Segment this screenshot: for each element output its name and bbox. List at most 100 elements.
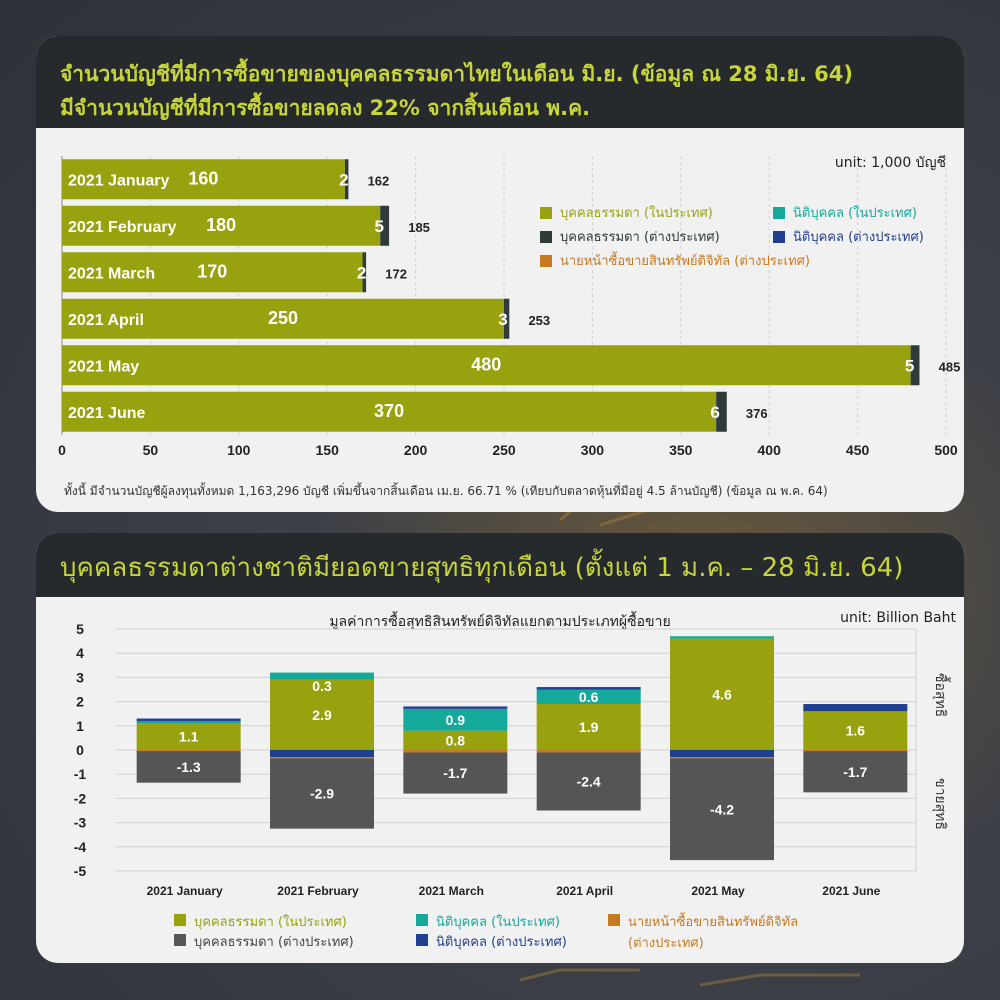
y-tick-label: 3 [76, 669, 84, 685]
category-label: 2021 April [556, 884, 613, 898]
bar-segment [62, 159, 345, 200]
legend-item: นายหน้าซื้อขายสินทรัพย์ดิจิทัล (ต่างประเท… [608, 911, 798, 953]
bar-segment [62, 252, 363, 293]
bar-value-label: 6 [710, 403, 719, 422]
column-segment [536, 750, 641, 753]
column-value-label: 1.6 [846, 723, 866, 739]
bar-value-label: 160 [188, 168, 218, 188]
net-buy-chart: 5 4 3 2 1 0 -1 -2 -3 -4 -5 1.1 -1.3 2021 January 2.9 0.… [74, 621, 917, 898]
bar-total-label: 376 [746, 406, 768, 421]
x-tick-label: 200 [404, 442, 428, 458]
legend-item: บุคคลธรรมดา (ต่างประเทศ) [540, 226, 720, 247]
bar-value-label: 170 [197, 261, 227, 281]
x-tick-label: 150 [316, 442, 340, 458]
x-tick-label: 50 [143, 442, 159, 458]
legend-swatch [416, 914, 428, 926]
bar-value-label: 370 [374, 401, 404, 421]
column-segment [136, 720, 241, 724]
legend-label: นิติบุคคล (ในประเทศ) [436, 915, 560, 930]
column-value-label: 1.1 [179, 729, 199, 745]
legend-item: นิติบุคคล (ต่างประเทศ) [773, 226, 924, 247]
column-segment [403, 708, 508, 731]
y-tick-label: 1 [76, 718, 84, 734]
column-value-label: 2.9 [312, 707, 332, 723]
bar-segment [504, 298, 510, 339]
category-label: 2021 June [68, 405, 145, 422]
bar-segment [380, 205, 390, 246]
bar-value-label: 180 [206, 215, 236, 235]
legend-label: นิติบุคคล (ต่างประเทศ) [793, 230, 924, 245]
bar-total-label: 485 [939, 359, 961, 374]
bar-total-label: 162 [368, 173, 390, 188]
x-tick-label: 250 [492, 442, 516, 458]
top-unit: unit: 1,000 บัญชี [834, 155, 946, 171]
category-label: 2021 June [822, 884, 880, 898]
bar-total-label: 185 [408, 220, 430, 235]
legend-label: บุคคลธรรมดา (ต่างประเทศ) [560, 230, 720, 245]
bar-segment [62, 345, 911, 386]
top-footnote: ทั้งนี้ มีจำนวนบัญชีผู้ลงทุนทั้งหมด 1,16… [64, 484, 828, 498]
column-value-label: 1.9 [579, 719, 599, 735]
legend-item: บุคคลธรรมดา (ในประเทศ) [540, 202, 713, 223]
column-segment [536, 704, 641, 750]
category-label: 2021 February [277, 884, 359, 898]
column-segment [536, 752, 641, 811]
column-value-label: -4.2 [710, 801, 734, 817]
legend-label: นายหน้าซื้อขายสินทรัพย์ดิจิทัล (ต่างประเท… [628, 915, 799, 951]
bar-segment [910, 345, 920, 386]
column-segment [403, 730, 508, 750]
x-tick-label: 450 [846, 442, 870, 458]
category-label: 2021 May [691, 884, 745, 898]
bar-segment [62, 391, 717, 432]
legend-swatch [773, 230, 785, 243]
column-value-label: 4.6 [712, 686, 732, 702]
column-segment [536, 687, 641, 690]
column-value-label: -1.7 [843, 764, 867, 780]
y-tick-label: 2 [76, 694, 84, 710]
bar-value-label: 5 [905, 356, 914, 375]
bar-value-label: 2 [357, 263, 366, 282]
column-segment [136, 750, 241, 752]
column-value-label: 0.9 [446, 712, 466, 728]
legend-item: นิติบุคคล (ในประเทศ) [416, 911, 560, 932]
column-value-label: -1.7 [443, 765, 467, 781]
y-tick-label: -5 [74, 863, 87, 879]
y-tick-label: 5 [76, 621, 84, 637]
top-legend: บุคคลธรรมดา (ในประเทศ) นิติบุคคล (ในประเท… [36, 36, 964, 512]
column-segment [670, 636, 774, 639]
bar-value-label: 250 [268, 308, 298, 328]
column-segment [136, 718, 241, 721]
top-title-line1: จำนวนบัญชีที่มีการซื้อขายของบุคคลธรรมดาไ… [60, 62, 854, 86]
legend-swatch [540, 206, 552, 219]
column-value-label: -2.9 [310, 786, 334, 802]
column-segment [803, 704, 908, 712]
legend-label: บุคคลธรรมดา (ต่างประเทศ) [194, 935, 354, 950]
legend-swatch [540, 230, 552, 243]
category-label: 2021 March [68, 265, 155, 282]
legend-swatch [540, 254, 552, 267]
column-value-label: -2.4 [577, 773, 601, 789]
column-segment [536, 689, 641, 705]
bar-segment [62, 298, 504, 339]
column-value-label: 0.3 [312, 678, 332, 694]
column-segment [670, 758, 774, 861]
y-tick-label: -1 [74, 766, 87, 782]
legend-swatch [174, 934, 186, 946]
x-tick-label: 500 [934, 442, 958, 458]
column-value-label: 0.6 [579, 689, 599, 705]
legend-swatch [416, 934, 428, 946]
column-segment [136, 723, 241, 750]
legend-item: นิติบุคคล (ในประเทศ) [773, 202, 917, 223]
x-tick-label: 100 [227, 442, 251, 458]
bar-segment [716, 391, 727, 432]
column-segment [270, 757, 374, 760]
bottom-header: บุคคลธรรมดาต่างชาติมียอดขายสุทธิทุกเดือน… [36, 533, 964, 597]
column-segment [270, 679, 374, 750]
column-segment [403, 750, 508, 753]
column-segment [136, 751, 241, 783]
legend-item: นิติบุคคล (ต่างประเทศ) [416, 931, 567, 952]
column-segment [270, 758, 374, 829]
column-value-label: -1.3 [177, 759, 201, 775]
legend-label: บุคคลธรรมดา (ในประเทศ) [194, 915, 347, 930]
category-label: 2021 May [68, 358, 139, 375]
